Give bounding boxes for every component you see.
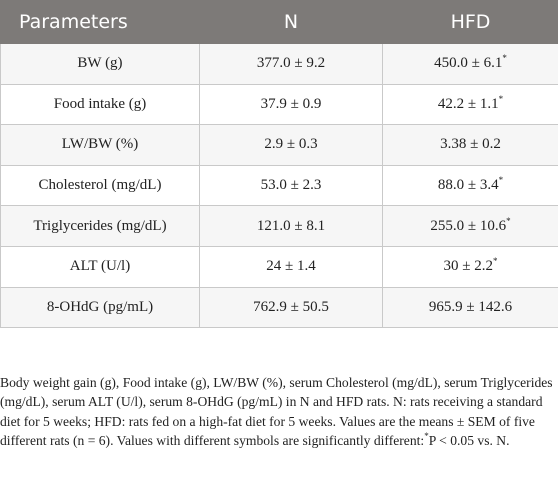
data-table: Parameters N HFD BW (g) 377.0 ± 9.2 450.… — [0, 0, 558, 329]
hfd-value: 30 ± 2.2 — [443, 258, 493, 275]
hfd-value: 42.2 ± 1.1 — [437, 95, 499, 112]
hfd-cell: 3.38 ± 0.2 — [382, 124, 558, 166]
header-n: N — [199, 0, 383, 44]
caption-tail: P < 0.05 vs. N. — [428, 433, 510, 449]
param-cell: Food intake (g) — [0, 83, 200, 126]
param-cell: LW/BW (%) — [0, 124, 200, 166]
significance-mark: * — [498, 93, 504, 104]
hfd-cell: 450.0 ± 6.1* — [382, 43, 558, 85]
hfd-value: 3.38 ± 0.2 — [440, 136, 501, 153]
table-row: BW (g) 377.0 ± 9.2 450.0 ± 6.1* — [0, 43, 558, 85]
hfd-value: 965.9 ± 142.6 — [428, 298, 513, 315]
table-header-row: Parameters N HFD — [0, 0, 558, 44]
hfd-cell: 30 ± 2.2* — [382, 245, 558, 288]
n-cell: 377.0 ± 9.2 — [199, 43, 383, 85]
significance-mark: * — [498, 175, 504, 186]
hfd-cell: 88.0 ± 3.4* — [382, 164, 558, 207]
hfd-value: 255.0 ± 10.6 — [430, 217, 507, 234]
n-cell: 37.9 ± 0.9 — [199, 83, 383, 126]
caption-main: Body weight gain (g), Food intake (g), L… — [0, 375, 553, 449]
table-row: ALT (U/l) 24 ± 1.4 30 ± 2.2* — [0, 245, 558, 288]
header-hfd: HFD — [382, 0, 558, 44]
table-row: Triglycerides (mg/dL) 121.0 ± 8.1 255.0 … — [0, 205, 558, 247]
param-cell: Triglycerides (mg/dL) — [0, 205, 200, 247]
table-caption: Body weight gain (g), Food intake (g), L… — [0, 373, 558, 451]
significance-mark: * — [492, 256, 498, 267]
hfd-cell: 255.0 ± 10.6* — [382, 205, 558, 247]
n-cell: 24 ± 1.4 — [199, 245, 383, 288]
table-row: Food intake (g) 37.9 ± 0.9 42.2 ± 1.1* — [0, 83, 558, 126]
table-row: Cholesterol (mg/dL) 53.0 ± 2.3 88.0 ± 3.… — [0, 164, 558, 207]
caption-significance-mark: * — [424, 431, 429, 442]
param-cell: ALT (U/l) — [0, 245, 200, 288]
header-parameters: Parameters — [0, 0, 200, 44]
significance-mark: * — [502, 53, 507, 64]
n-cell: 2.9 ± 0.3 — [199, 124, 383, 166]
hfd-cell: 42.2 ± 1.1* — [382, 83, 558, 126]
param-cell: 8-OHdG (pg/mL) — [0, 286, 200, 329]
hfd-cell: 965.9 ± 142.6 — [382, 286, 558, 329]
param-cell: BW (g) — [0, 43, 200, 85]
table-row: 8-OHdG (pg/mL) 762.9 ± 50.5 965.9 ± 142.… — [0, 286, 558, 329]
n-cell: 762.9 ± 50.5 — [199, 286, 383, 329]
n-cell: 121.0 ± 8.1 — [199, 205, 383, 247]
table-row: LW/BW (%) 2.9 ± 0.3 3.38 ± 0.2 — [0, 124, 558, 166]
significance-mark: * — [506, 215, 511, 226]
n-cell: 53.0 ± 2.3 — [199, 164, 383, 207]
hfd-value: 450.0 ± 6.1 — [434, 55, 503, 72]
param-cell: Cholesterol (mg/dL) — [0, 164, 200, 207]
hfd-value: 88.0 ± 3.4 — [437, 177, 499, 194]
